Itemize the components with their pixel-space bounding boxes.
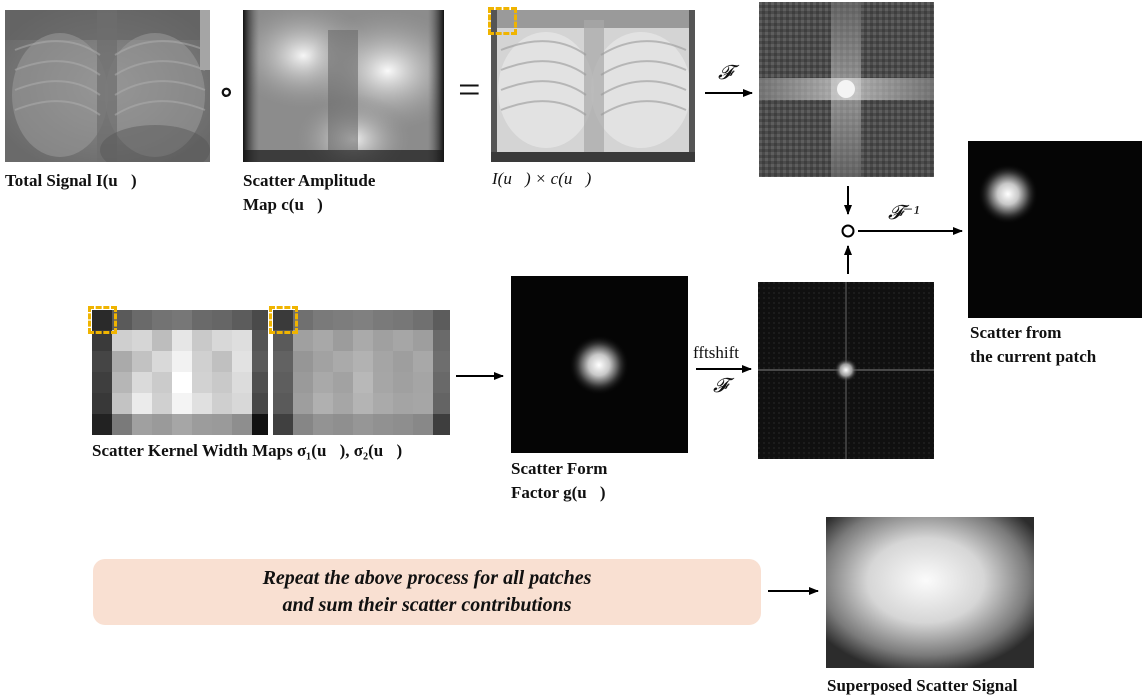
scatter-form-factor-image <box>511 276 688 453</box>
caption-total-signal: Total Signal I(u⃗) <box>5 171 137 190</box>
product-spectrum-image <box>759 2 934 177</box>
caption-patch-scatter-2: the current patch <box>970 347 1097 366</box>
caption-product: I(u⃗) × c(u⃗) <box>492 169 592 188</box>
form-factor-spectrum-image <box>758 282 934 459</box>
fftshift-label: fftshift <box>693 343 739 362</box>
current-patch-marker-sigma1 <box>88 306 117 334</box>
scatter-amplitude-map-image <box>243 10 444 162</box>
total-signal-image <box>5 10 210 162</box>
equals-operator: = <box>458 67 481 112</box>
hadamard-operator-2 <box>841 224 855 238</box>
kernel-width-map-sigma2 <box>273 310 450 435</box>
current-patch-marker-product <box>488 7 517 35</box>
fourier-label-bottom: 𝓕 <box>713 375 728 397</box>
current-patch-marker-sigma2 <box>269 306 298 334</box>
superposed-scatter-image <box>826 517 1034 668</box>
hadamard-operator-1: ∘ <box>218 74 235 111</box>
caption-form-factor-1: Scatter Form <box>511 459 608 478</box>
banner-line-1: Repeat the above process for all patches <box>262 567 592 589</box>
product-image <box>491 10 695 162</box>
caption-patch-scatter-1: Scatter from <box>970 323 1062 342</box>
caption-scatter-amplitude-2: Map c(u⃗) <box>243 195 323 214</box>
kernel-width-map-sigma1 <box>92 310 268 435</box>
caption-scatter-amplitude-1: Scatter Amplitude <box>243 171 376 190</box>
fourier-label-top: 𝓕 <box>718 62 733 84</box>
caption-kernel-width-maps: Scatter Kernel Width Maps σ₁(u⃗), σ₂(u⃗) <box>92 441 403 460</box>
caption-superposed: Superposed Scatter Signal <box>827 676 1018 695</box>
patch-scatter-image <box>968 141 1142 318</box>
repeat-banner: Repeat the above process for all patches… <box>93 559 761 625</box>
caption-form-factor-2: Factor g(u⃗) <box>511 483 606 502</box>
banner-line-2: and sum their scatter contributions <box>282 594 572 616</box>
inverse-fourier-label: 𝓕⁻¹ <box>888 202 920 224</box>
